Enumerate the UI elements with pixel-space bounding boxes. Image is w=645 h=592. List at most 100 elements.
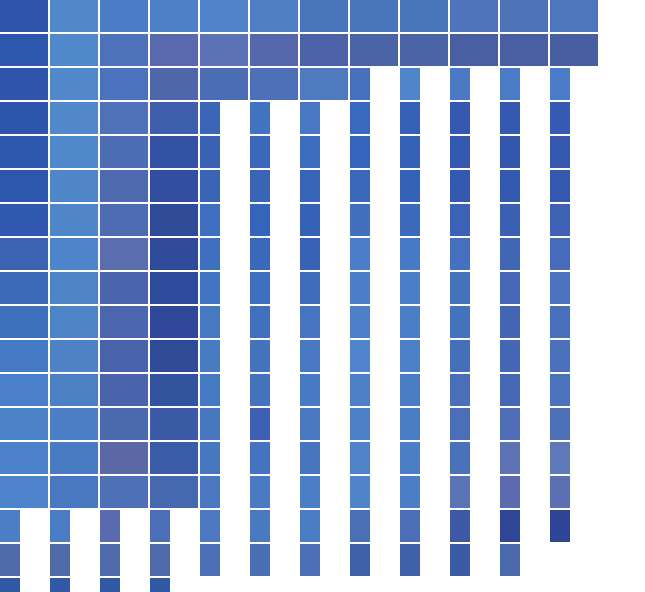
mosaic-stripe-tile (500, 306, 520, 338)
mosaic-stripe-tile (300, 340, 320, 372)
mosaic-stripe-tile (100, 544, 120, 576)
mosaic-tile (150, 306, 198, 338)
mosaic-tile (400, 34, 448, 66)
mosaic-tile (50, 204, 98, 236)
mosaic-stripe-tile (400, 102, 420, 134)
mosaic-stripe-tile (450, 136, 470, 168)
mosaic-tile (150, 238, 198, 270)
mosaic-stripe-tile (500, 476, 520, 508)
mosaic-stripe-tile (550, 408, 570, 440)
mosaic-stripe-tile (450, 510, 470, 542)
mosaic-stripe-tile (250, 408, 270, 440)
mosaic-tile (500, 34, 548, 66)
mosaic-stripe-tile (450, 340, 470, 372)
mosaic-stripe-tile (0, 544, 20, 576)
mosaic-stripe-tile (500, 408, 520, 440)
mosaic-stripe-tile (450, 238, 470, 270)
mosaic-stripe-tile (500, 272, 520, 304)
mosaic-tile (0, 0, 48, 32)
mosaic-stripe-tile (550, 136, 570, 168)
mosaic-stripe-tile (200, 408, 220, 440)
mosaic-stripe-tile (200, 442, 220, 474)
mosaic-tile (450, 0, 498, 32)
mosaic-stripe-tile (50, 544, 70, 576)
mosaic-stripe-tile (450, 442, 470, 474)
mosaic-stripe-tile (450, 306, 470, 338)
mosaic-stripe-tile (200, 102, 220, 134)
mosaic-stripe-tile (500, 510, 520, 542)
mosaic-stripe-tile (550, 476, 570, 508)
mosaic-stripe-tile (500, 544, 520, 576)
mosaic-stripe-tile (550, 272, 570, 304)
mosaic-stripe-tile (500, 238, 520, 270)
mosaic-stripe-tile (550, 238, 570, 270)
mosaic-stripe-tile (250, 510, 270, 542)
mosaic-stripe-tile (500, 374, 520, 406)
mosaic-stripe-tile (400, 340, 420, 372)
mosaic-tile (50, 238, 98, 270)
mosaic-tile (50, 34, 98, 66)
mosaic-tile (150, 136, 198, 168)
mosaic-tile (50, 476, 98, 508)
mosaic-stripe-tile (250, 238, 270, 270)
mosaic-stripe-tile (350, 272, 370, 304)
mosaic-stripe-tile (350, 238, 370, 270)
mosaic-stripe-tile (250, 136, 270, 168)
mosaic-stripe-tile (200, 306, 220, 338)
mosaic-stripe-tile (350, 544, 370, 576)
mosaic-stripe-tile (350, 204, 370, 236)
mosaic-stripe-tile (450, 170, 470, 202)
mosaic-tile (500, 0, 548, 32)
mosaic-tile (200, 68, 248, 100)
mosaic-stripe-tile (450, 272, 470, 304)
mosaic-tile (100, 34, 148, 66)
mosaic-stripe-tile (250, 102, 270, 134)
mosaic-tile (100, 238, 148, 270)
mosaic-tile (50, 102, 98, 134)
mosaic-tile (150, 408, 198, 440)
mosaic-stripe-tile (300, 170, 320, 202)
mosaic-stripe-tile (400, 306, 420, 338)
mosaic-tile (0, 136, 48, 168)
mosaic-stripe-tile (300, 306, 320, 338)
mosaic-stripe-tile (500, 340, 520, 372)
mosaic-stripe-tile (550, 374, 570, 406)
mosaic-tile (150, 272, 198, 304)
mosaic-tile (550, 0, 598, 32)
mosaic-tile (0, 238, 48, 270)
mosaic-tile (150, 442, 198, 474)
mosaic-stripe-tile (450, 408, 470, 440)
mosaic-tile (50, 68, 98, 100)
mosaic-tile (250, 68, 298, 100)
mosaic-stripe-tile (200, 510, 220, 542)
mosaic-stripe-tile (500, 442, 520, 474)
mosaic-stripe-tile (350, 102, 370, 134)
mosaic-stripe-tile (50, 578, 70, 592)
mosaic-tile (250, 0, 298, 32)
mosaic-stripe-tile (400, 204, 420, 236)
mosaic-stripe-tile (350, 476, 370, 508)
mosaic-tile (50, 374, 98, 406)
mosaic-stripe-tile (250, 544, 270, 576)
mosaic-tile (50, 442, 98, 474)
mosaic-stripe-tile (550, 170, 570, 202)
mosaic-tile (0, 442, 48, 474)
mosaic-tile (250, 34, 298, 66)
mosaic-tile (0, 476, 48, 508)
mosaic-tile (450, 34, 498, 66)
mosaic-stripe-tile (400, 238, 420, 270)
mosaic-stripe-tile (550, 68, 570, 100)
mosaic-tile (100, 340, 148, 372)
mosaic-tile (350, 34, 398, 66)
mosaic-stripe-tile (400, 374, 420, 406)
mosaic-tile (100, 170, 148, 202)
mosaic-stripe-tile (250, 340, 270, 372)
mosaic-stripe-tile (0, 510, 20, 542)
mosaic-stripe-tile (250, 374, 270, 406)
mosaic-tile (50, 340, 98, 372)
mosaic-stripe-tile (350, 340, 370, 372)
mosaic-tile (50, 0, 98, 32)
mosaic-stripe-tile (400, 510, 420, 542)
mosaic-stripe-tile (150, 544, 170, 576)
